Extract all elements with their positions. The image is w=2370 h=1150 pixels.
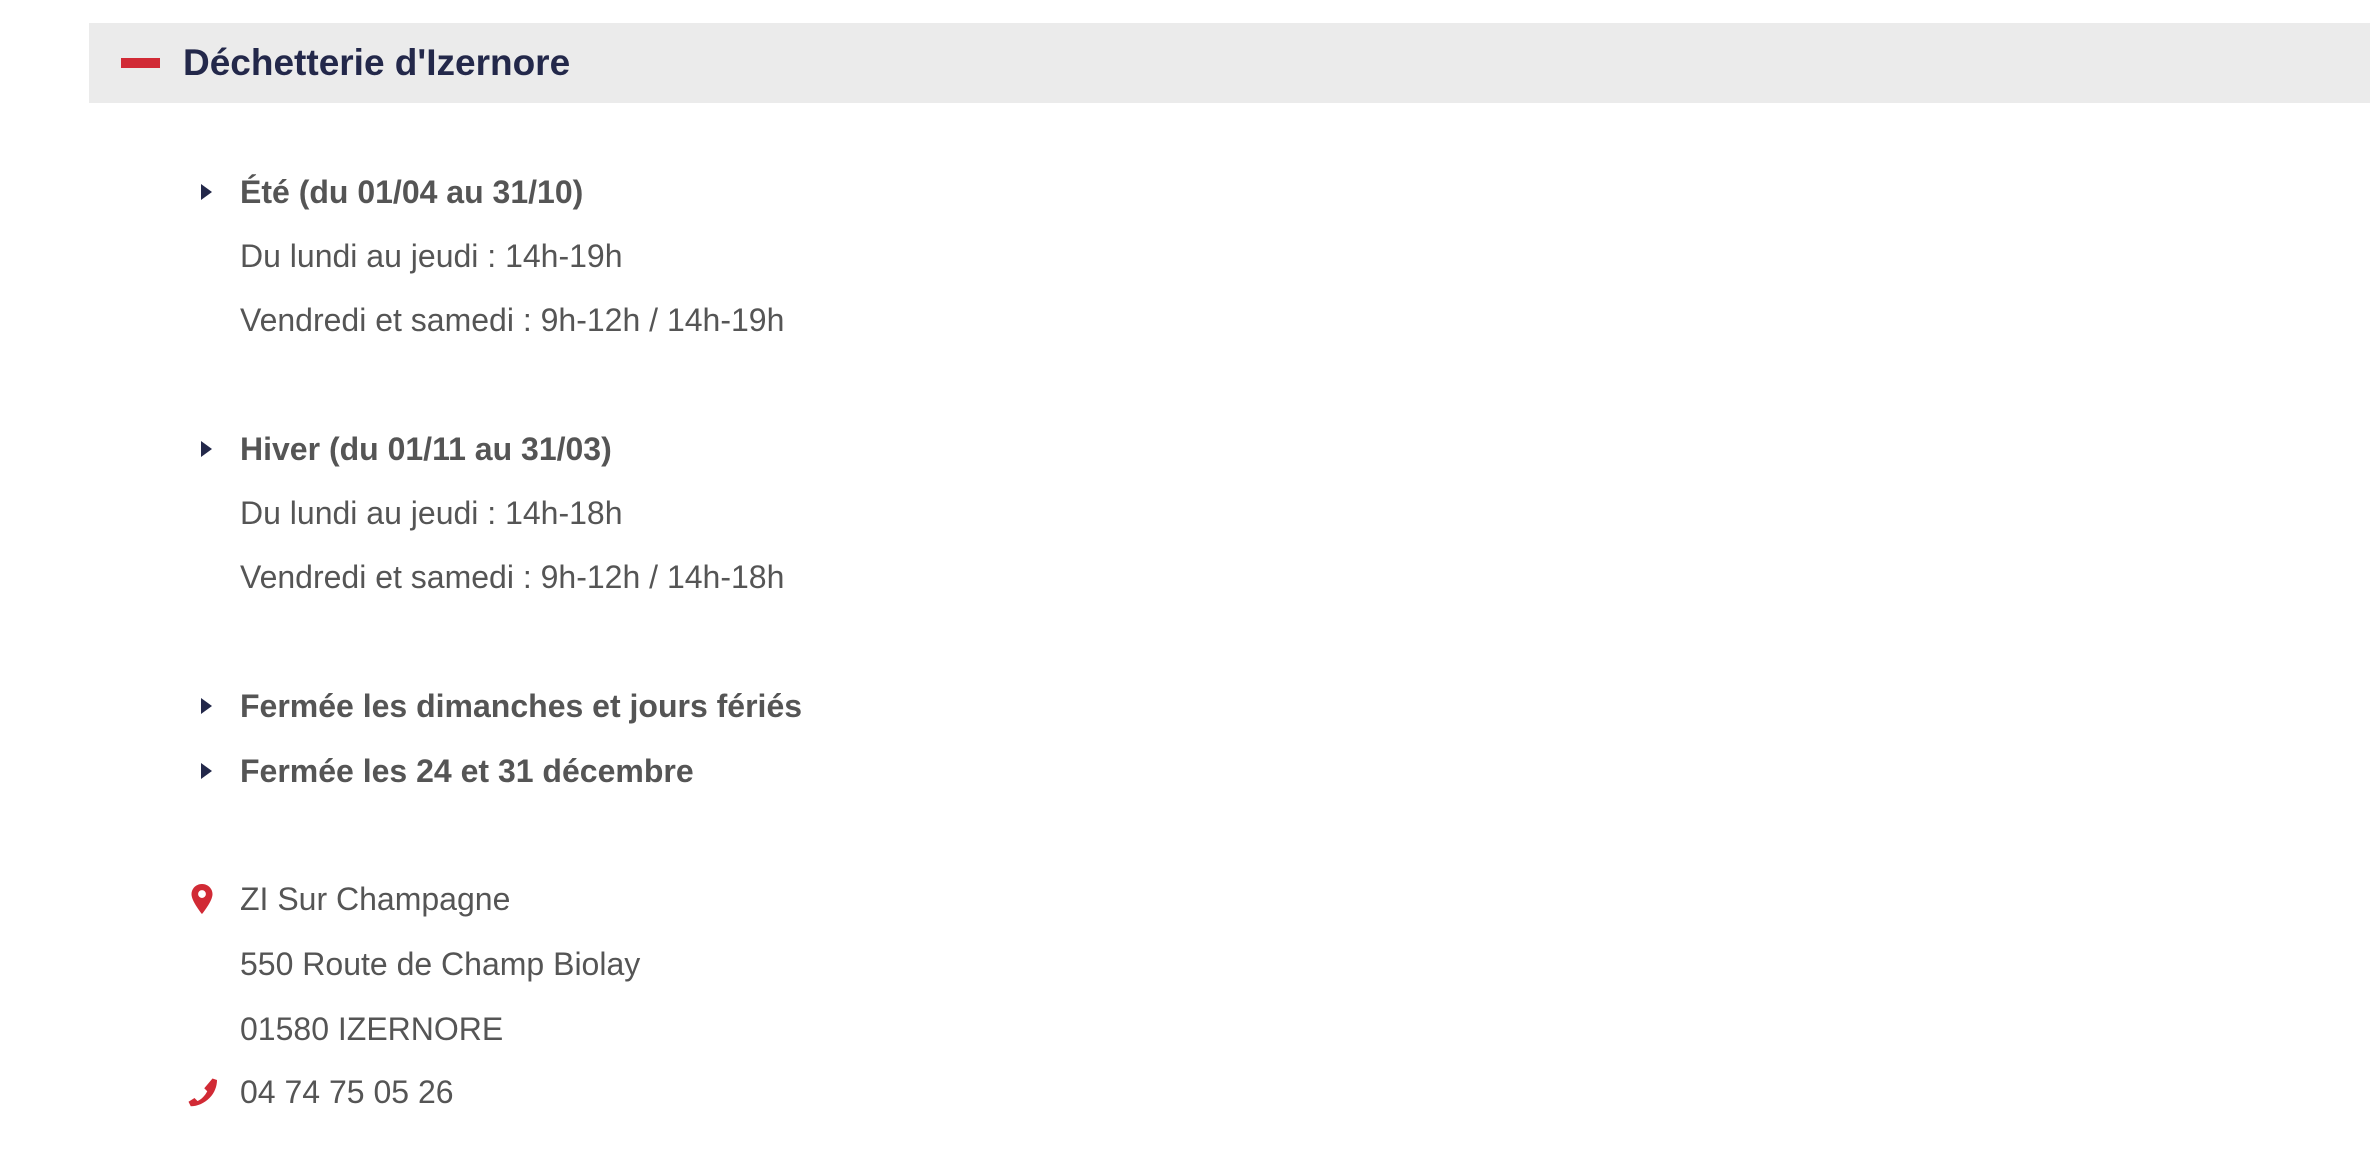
closure-item: Fermée les 24 et 31 décembre (201, 751, 694, 791)
schedule-heading-summer: Été (du 01/04 au 31/10) (201, 172, 584, 212)
minus-icon (121, 58, 160, 68)
address-text: ZI Sur Champagne (240, 881, 511, 917)
closure-text: Fermée les 24 et 31 décembre (240, 753, 694, 789)
phone-number[interactable]: 04 74 75 05 26 (240, 1074, 454, 1110)
schedule-heading-text: Été (du 01/04 au 31/10) (240, 174, 584, 210)
caret-right-icon (201, 698, 212, 714)
caret-right-icon (201, 763, 212, 779)
phone-line: 04 74 75 05 26 (188, 1072, 454, 1112)
address-line: ZI Sur Champagne (191, 879, 511, 919)
caret-right-icon (201, 184, 212, 200)
closure-item: Fermée les dimanches et jours fériés (201, 686, 803, 726)
schedule-heading-text: Hiver (du 01/11 au 31/03) (240, 431, 612, 467)
phone-icon (188, 1078, 217, 1107)
schedule-line: Vendredi et samedi : 9h-12h / 14h-19h (240, 302, 785, 338)
schedule-line: Vendredi et samedi : 9h-12h / 14h-18h (240, 559, 785, 595)
section-title: Déchetterie d'Izernore (183, 42, 571, 83)
address-line: 550 Route de Champ Biolay (240, 946, 641, 982)
schedule-heading-winter: Hiver (du 01/11 au 31/03) (201, 429, 612, 469)
section-header-toggle[interactable]: Déchetterie d'Izernore (89, 23, 2370, 103)
caret-right-icon (201, 441, 212, 457)
schedule-line: Du lundi au jeudi : 14h-19h (240, 238, 623, 274)
schedule-line: Du lundi au jeudi : 14h-18h (240, 495, 623, 531)
closure-text: Fermée les dimanches et jours fériés (240, 688, 803, 724)
address-line: 01580 IZERNORE (240, 1011, 504, 1047)
map-pin-icon (191, 884, 213, 914)
